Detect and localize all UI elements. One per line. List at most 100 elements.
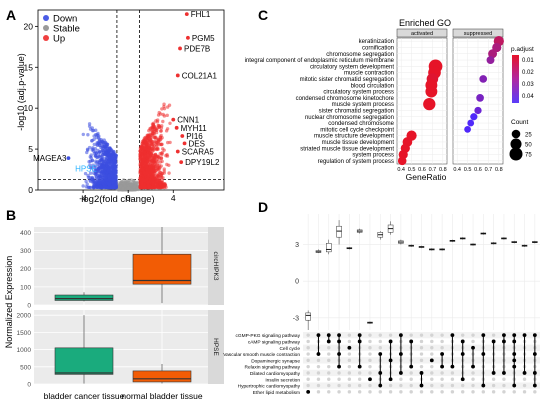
up-point	[156, 166, 160, 170]
down-point	[91, 149, 96, 153]
up-point	[141, 158, 145, 162]
facet-strip	[396, 28, 448, 38]
matrix-empty-dot	[471, 333, 475, 337]
down-point	[90, 128, 95, 133]
matrix-empty-dot	[316, 371, 321, 375]
matrix-empty-dot	[327, 383, 331, 388]
stable-point	[130, 188, 134, 192]
up-point	[151, 158, 155, 162]
matrix-empty-dot	[378, 333, 382, 337]
size-legend-dot	[509, 147, 523, 161]
matrix-filled-dot	[440, 364, 445, 369]
up-point	[159, 183, 163, 188]
y-tick-label: -3	[293, 315, 299, 322]
up-point	[138, 152, 142, 156]
matrix-empty-dot	[430, 390, 434, 394]
go-term-label: muscle contraction	[344, 71, 394, 77]
matrix-empty-dot	[347, 390, 352, 394]
down-point	[87, 122, 92, 126]
matrix-empty-dot	[357, 377, 362, 381]
up-point	[157, 124, 162, 128]
go-dot	[488, 49, 498, 59]
x-tick-label: 0.6	[474, 167, 482, 173]
matrix-empty-dot	[502, 390, 506, 394]
matrix-empty-dot	[440, 390, 444, 394]
matrix-empty-dot	[502, 377, 506, 381]
matrix-empty-dot	[327, 377, 331, 381]
y-tick-label: 300	[20, 248, 31, 255]
x-category-label: bladder cancer tissue	[44, 391, 125, 401]
x-tick-label: 0.8	[495, 167, 503, 173]
matrix-empty-dot	[399, 377, 403, 381]
y-tick-label: 100	[20, 284, 31, 291]
down-point	[95, 178, 100, 182]
x-tick-label: 0.4	[397, 167, 405, 173]
down-point	[94, 151, 99, 155]
volcano-axes: -4 0 4 0 5 10 15 20	[24, 21, 176, 203]
matrix-empty-dot	[471, 339, 475, 344]
up-point	[151, 122, 156, 127]
matrix-empty-dot	[512, 390, 516, 394]
matrix-empty-dot	[347, 352, 352, 356]
go-dot	[425, 85, 438, 98]
matrix-empty-dot	[316, 364, 321, 369]
down-point	[102, 149, 106, 153]
y-tick-label: 1500	[17, 330, 32, 337]
matrix-empty-dot	[440, 333, 444, 337]
matrix-filled-dot	[491, 371, 496, 375]
up-point	[156, 159, 160, 164]
pathway-label: Hypertrophic cardiomyopathy	[238, 384, 301, 390]
x-tick-label: 0	[126, 193, 131, 203]
y-tick-label: 500	[20, 364, 31, 371]
up-point	[164, 153, 168, 158]
matrix-filled-dot	[419, 383, 424, 388]
x-tick-label: 0.4	[453, 167, 461, 173]
go-term-label: muscle system process	[332, 102, 394, 108]
down-point	[93, 147, 98, 151]
down-point	[102, 173, 107, 177]
matrix-empty-dot	[337, 383, 341, 388]
up-point	[146, 149, 150, 153]
matrix-empty-dot	[316, 377, 321, 381]
matrix-empty-dot	[327, 371, 331, 375]
matrix-filled-dot	[481, 352, 486, 356]
up-point	[158, 138, 162, 142]
gene-label: DES	[189, 139, 205, 148]
pathway-label: Ether lipid metabolism	[253, 390, 300, 396]
down-point	[93, 164, 98, 168]
matrix-empty-dot	[430, 346, 434, 350]
up-point	[162, 182, 166, 186]
matrix-empty-dot	[368, 333, 372, 337]
go-dot	[467, 119, 475, 127]
matrix-empty-dot	[450, 371, 455, 375]
y-tick-label: 20	[24, 21, 34, 31]
up-point	[140, 168, 145, 172]
matrix-filled-dot	[532, 371, 537, 375]
matrix-empty-dot	[522, 383, 527, 388]
stable-point	[123, 183, 127, 188]
matrix-empty-dot	[430, 333, 434, 337]
legend-marker-stable	[43, 25, 49, 31]
go-title: Enriched GO	[399, 18, 451, 28]
matrix-empty-dot	[409, 371, 413, 375]
boxplot-ylabel: Normalized Expression	[4, 256, 14, 349]
up-point	[147, 136, 152, 140]
matrix-empty-dot	[491, 383, 496, 388]
matrix-filled-dot	[512, 358, 517, 363]
matrix-empty-dot	[306, 352, 310, 356]
go-term-label: circulatory system development	[310, 64, 394, 70]
down-point	[94, 175, 98, 179]
go-term-label: nuclear chromosome segregation	[305, 115, 394, 121]
matrix-empty-dot	[316, 358, 321, 363]
matrix-empty-dot	[368, 383, 372, 388]
stable-point	[119, 184, 123, 188]
pathway-label: Relaxin signaling pathway	[245, 365, 301, 371]
gene-label: FHL1	[191, 10, 211, 19]
matrix-empty-dot	[409, 333, 413, 337]
up-point	[148, 159, 152, 164]
down-point	[104, 151, 109, 155]
up-point	[161, 176, 165, 180]
size-legend-dot	[510, 138, 522, 150]
labeled-gene-point	[66, 156, 71, 160]
down-point	[104, 167, 108, 171]
